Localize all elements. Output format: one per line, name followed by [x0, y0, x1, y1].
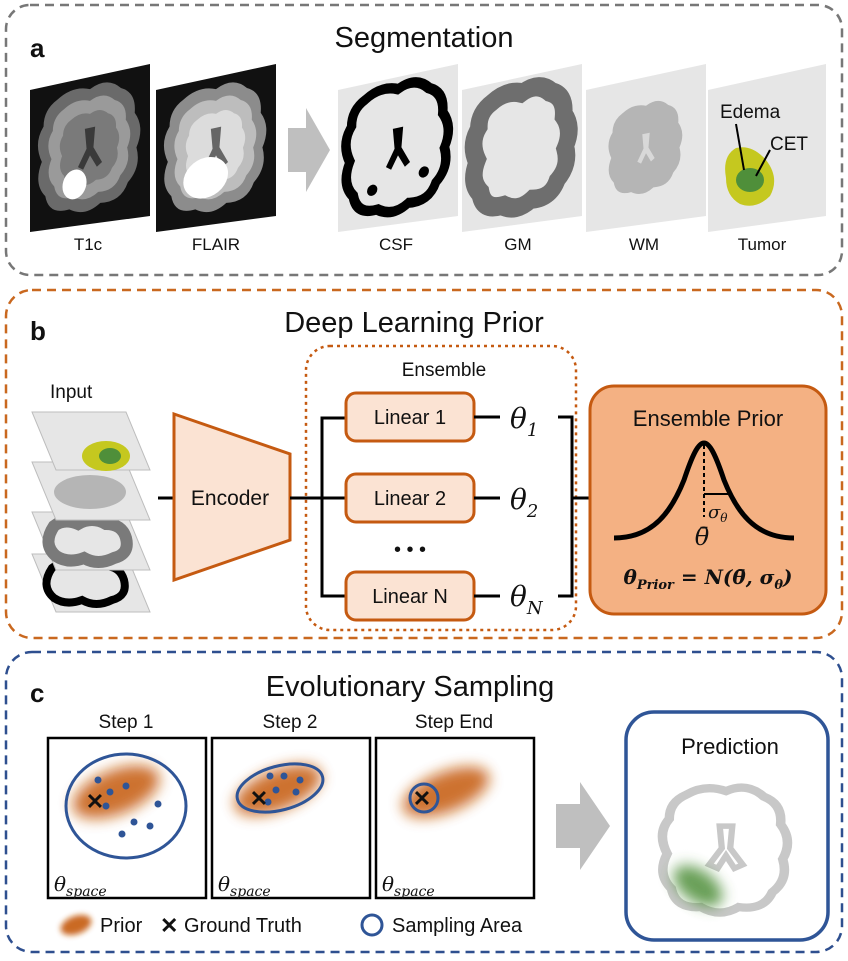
encoder-block [172, 411, 292, 583]
prior-formula: θPrior = N(θ̄, σθ) [623, 565, 792, 593]
theta-1: θ1 [510, 402, 538, 441]
panel-b-letter: b [30, 316, 46, 346]
linear-head-2: Linear 2 θ2 [344, 472, 538, 524]
gaussian-curve [613, 440, 795, 541]
panel-b-border [4, 288, 844, 640]
wm-slice: WM [586, 64, 706, 254]
linear-n-label: Linear N [372, 586, 448, 608]
panel-a: a Segmentation T1c FLAIR [4, 3, 844, 277]
sigma-label: σθ [708, 502, 728, 525]
linear-2-label: Linear 2 [374, 488, 446, 510]
prediction-label: Prediction [681, 734, 779, 759]
legend-prior: Prior [100, 915, 143, 937]
theta-2: θ2 [510, 483, 538, 522]
step-2-space-label: θspace [218, 872, 271, 900]
input-stack [31, 411, 151, 613]
panel-a-letter: a [30, 33, 45, 63]
panel-a-border [4, 3, 844, 277]
segmentation-arrow [288, 108, 330, 192]
panel-b: b Deep Learning Prior Input Encoder Ense… [4, 288, 844, 640]
panel-c-border [4, 650, 844, 954]
step-end-label: Step End [415, 712, 493, 733]
legend-sampling-area: Sampling Area [392, 915, 523, 937]
ellipsis: • • • [394, 539, 426, 561]
panel-a-title: Segmentation [335, 22, 514, 54]
legend: Prior ✕ Ground Truth Sampling Area [60, 913, 523, 938]
linear-1-label: Linear 1 [374, 407, 446, 429]
flair-label: FLAIR [192, 235, 240, 254]
prediction-box: Prediction [624, 710, 830, 942]
gm-label: GM [504, 235, 531, 254]
csf-slice: CSF [338, 64, 458, 254]
svg-text:✕: ✕ [413, 786, 431, 811]
wm-label: WM [629, 235, 659, 254]
gm-slice: GM [462, 64, 582, 254]
panel-c-title: Evolutionary Sampling [266, 671, 555, 703]
csf-label: CSF [379, 235, 413, 254]
predicted-tumor [673, 865, 723, 907]
cet-label: CET [770, 134, 808, 155]
linear-head-1: Linear 1 θ1 [344, 391, 538, 443]
step-1-sampling-area [64, 752, 188, 860]
prediction-arrow [556, 782, 610, 870]
svg-text:✕: ✕ [250, 786, 268, 811]
linear-head-n: Linear N θN [344, 570, 544, 622]
step-end-space-label: θspace [382, 872, 435, 900]
step-1-space-label: θspace [54, 872, 107, 900]
ensemble-prior-title: Ensemble Prior [633, 406, 783, 431]
theta-n: θN [510, 580, 544, 619]
flair-slice: FLAIR [156, 64, 276, 254]
ensemble-left-bracket [320, 416, 346, 598]
legend-sampling-swatch [360, 913, 384, 937]
svg-text:✕: ✕ [86, 789, 104, 814]
step-2-label: Step 2 [263, 712, 318, 733]
step-2-sampling-area [235, 762, 325, 814]
legend-ground-truth: Ground Truth [184, 915, 302, 937]
ensemble-label: Ensemble [402, 360, 487, 381]
panel-c-letter: c [30, 678, 44, 708]
t1c-label: T1c [74, 235, 103, 254]
mean-label: θ̄ [695, 523, 710, 551]
encoder-label: Encoder [191, 487, 269, 510]
ensemble-box [304, 344, 578, 632]
step-1-label: Step 1 [99, 712, 154, 733]
legend-gt-marker: ✕ [160, 913, 178, 938]
tumor-slice: Edema CET Tumor [708, 64, 826, 254]
t1c-slice: T1c [30, 64, 150, 254]
edema-label: Edema [720, 102, 781, 123]
step-1: Step 1 ✕ θspace [46, 712, 208, 900]
panel-c: c Evolutionary Sampling Step 1 ✕ θspace … [4, 650, 844, 954]
step-end-sampling-area [408, 782, 440, 814]
panel-b-title: Deep Learning Prior [284, 307, 544, 339]
legend-prior-swatch [60, 914, 92, 936]
step-end: Step End ✕ θspace [374, 712, 536, 900]
step-2: Step 2 ✕ θspace [210, 712, 372, 900]
tumor-label: Tumor [738, 235, 787, 254]
ensemble-right-bracket [558, 415, 574, 598]
ensemble-prior-box: Ensemble Prior σθ θ̄ θPrior = N(θ̄, σθ) [588, 384, 828, 616]
input-label: Input [50, 382, 93, 403]
